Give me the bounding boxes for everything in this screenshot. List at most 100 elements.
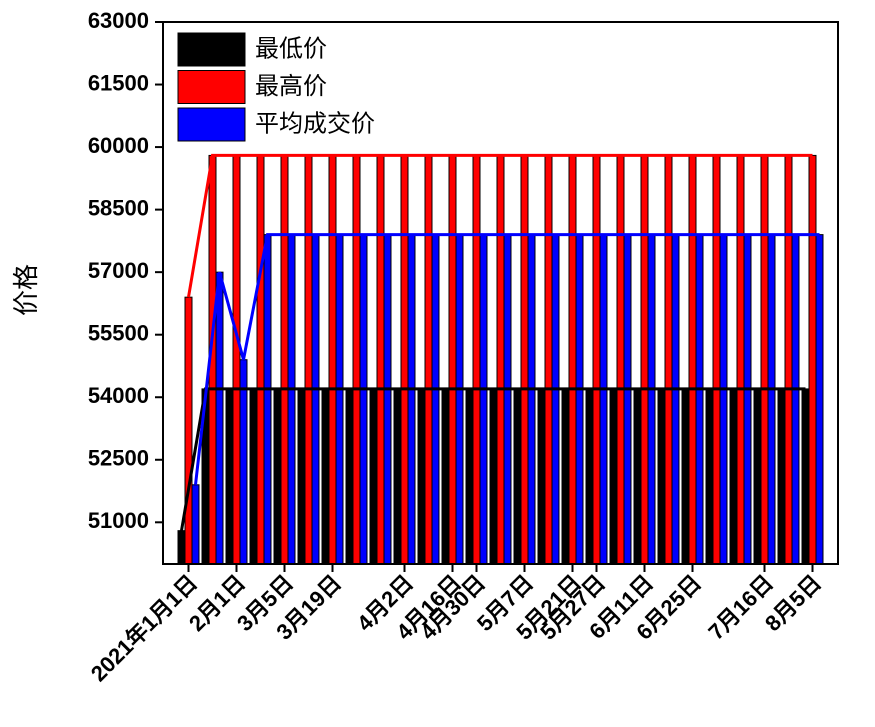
bar xyxy=(424,154,433,565)
bar xyxy=(544,154,553,565)
bar xyxy=(664,154,673,565)
bar xyxy=(520,154,529,565)
bar xyxy=(777,388,786,565)
bar xyxy=(561,388,570,565)
bar xyxy=(609,388,618,565)
bar xyxy=(753,388,762,565)
bar xyxy=(280,154,289,565)
y-tick-label: 51000 xyxy=(88,508,149,533)
bar xyxy=(808,154,817,565)
bar xyxy=(760,154,769,565)
legend-swatch xyxy=(177,70,246,104)
bar xyxy=(616,154,625,565)
y-tick-label: 57000 xyxy=(88,258,149,283)
bar xyxy=(489,388,498,565)
bar xyxy=(273,388,282,565)
legend-label: 最低价 xyxy=(255,35,327,62)
y-tick-label: 52500 xyxy=(88,446,149,471)
bar xyxy=(729,388,738,565)
bar xyxy=(400,154,409,565)
bar xyxy=(592,154,601,565)
bar xyxy=(191,484,200,565)
x-tick-label: 7月16日 xyxy=(703,570,778,645)
bar xyxy=(623,234,632,565)
bar xyxy=(177,530,186,565)
bar xyxy=(297,388,306,565)
series-line xyxy=(180,387,806,531)
bar xyxy=(225,388,234,565)
bar xyxy=(448,154,457,565)
bar xyxy=(249,388,258,565)
bar xyxy=(479,234,488,565)
legend-swatch xyxy=(177,107,246,142)
bar xyxy=(465,388,474,565)
bar xyxy=(321,388,330,565)
bar xyxy=(441,388,450,565)
bar xyxy=(328,154,337,565)
y-tick-label: 63000 xyxy=(88,8,149,33)
bar xyxy=(736,154,745,565)
bar xyxy=(671,234,680,565)
bar xyxy=(431,234,440,565)
bar xyxy=(383,234,392,565)
y-tick-label: 58500 xyxy=(88,195,149,220)
bar xyxy=(568,154,577,565)
bar xyxy=(472,154,481,565)
bar xyxy=(681,388,690,565)
bar xyxy=(585,388,594,565)
bar xyxy=(503,234,512,565)
bar xyxy=(599,234,608,565)
bar xyxy=(393,388,402,565)
bar xyxy=(784,154,793,565)
bar xyxy=(407,234,416,565)
y-tick-label: 54000 xyxy=(88,383,149,408)
bar xyxy=(575,234,584,565)
series-line xyxy=(187,153,813,298)
bar xyxy=(345,388,354,565)
bar xyxy=(256,154,265,565)
bar xyxy=(688,154,697,565)
bar xyxy=(537,388,546,565)
bar xyxy=(304,154,313,565)
bar xyxy=(335,234,344,565)
bar xyxy=(791,234,800,565)
y-tick-label: 60000 xyxy=(88,133,149,158)
y-axis-label: 价格 xyxy=(11,264,41,316)
x-tick-label: 2021年1月1日 xyxy=(86,570,202,686)
bar xyxy=(801,388,810,565)
bar xyxy=(695,234,704,565)
y-tick-label: 61500 xyxy=(88,70,149,95)
y-tick-label: 55500 xyxy=(88,321,149,346)
bar xyxy=(352,154,361,565)
bar xyxy=(551,234,560,565)
bar xyxy=(311,234,320,565)
bar xyxy=(719,234,728,565)
bar xyxy=(743,234,752,565)
legend-swatch xyxy=(177,32,246,67)
bar xyxy=(376,154,385,565)
bar xyxy=(232,154,241,565)
bar xyxy=(640,154,649,565)
bar xyxy=(767,234,776,565)
bar xyxy=(184,296,193,565)
bar xyxy=(705,388,714,565)
bar xyxy=(657,388,666,565)
bar xyxy=(496,154,505,565)
legend-label: 平均成交价 xyxy=(255,110,375,137)
bar xyxy=(815,234,824,565)
bar xyxy=(455,234,464,565)
bar xyxy=(513,388,522,565)
legend-label: 最高价 xyxy=(255,73,327,100)
bar xyxy=(369,388,378,565)
bar xyxy=(647,234,656,565)
bar xyxy=(263,234,272,565)
bar xyxy=(527,234,536,565)
series-line xyxy=(194,233,820,485)
bar xyxy=(417,388,426,565)
bar xyxy=(359,234,368,565)
plot-frame xyxy=(162,21,839,565)
bar xyxy=(633,388,642,565)
bar xyxy=(712,154,721,565)
bar xyxy=(215,271,224,565)
